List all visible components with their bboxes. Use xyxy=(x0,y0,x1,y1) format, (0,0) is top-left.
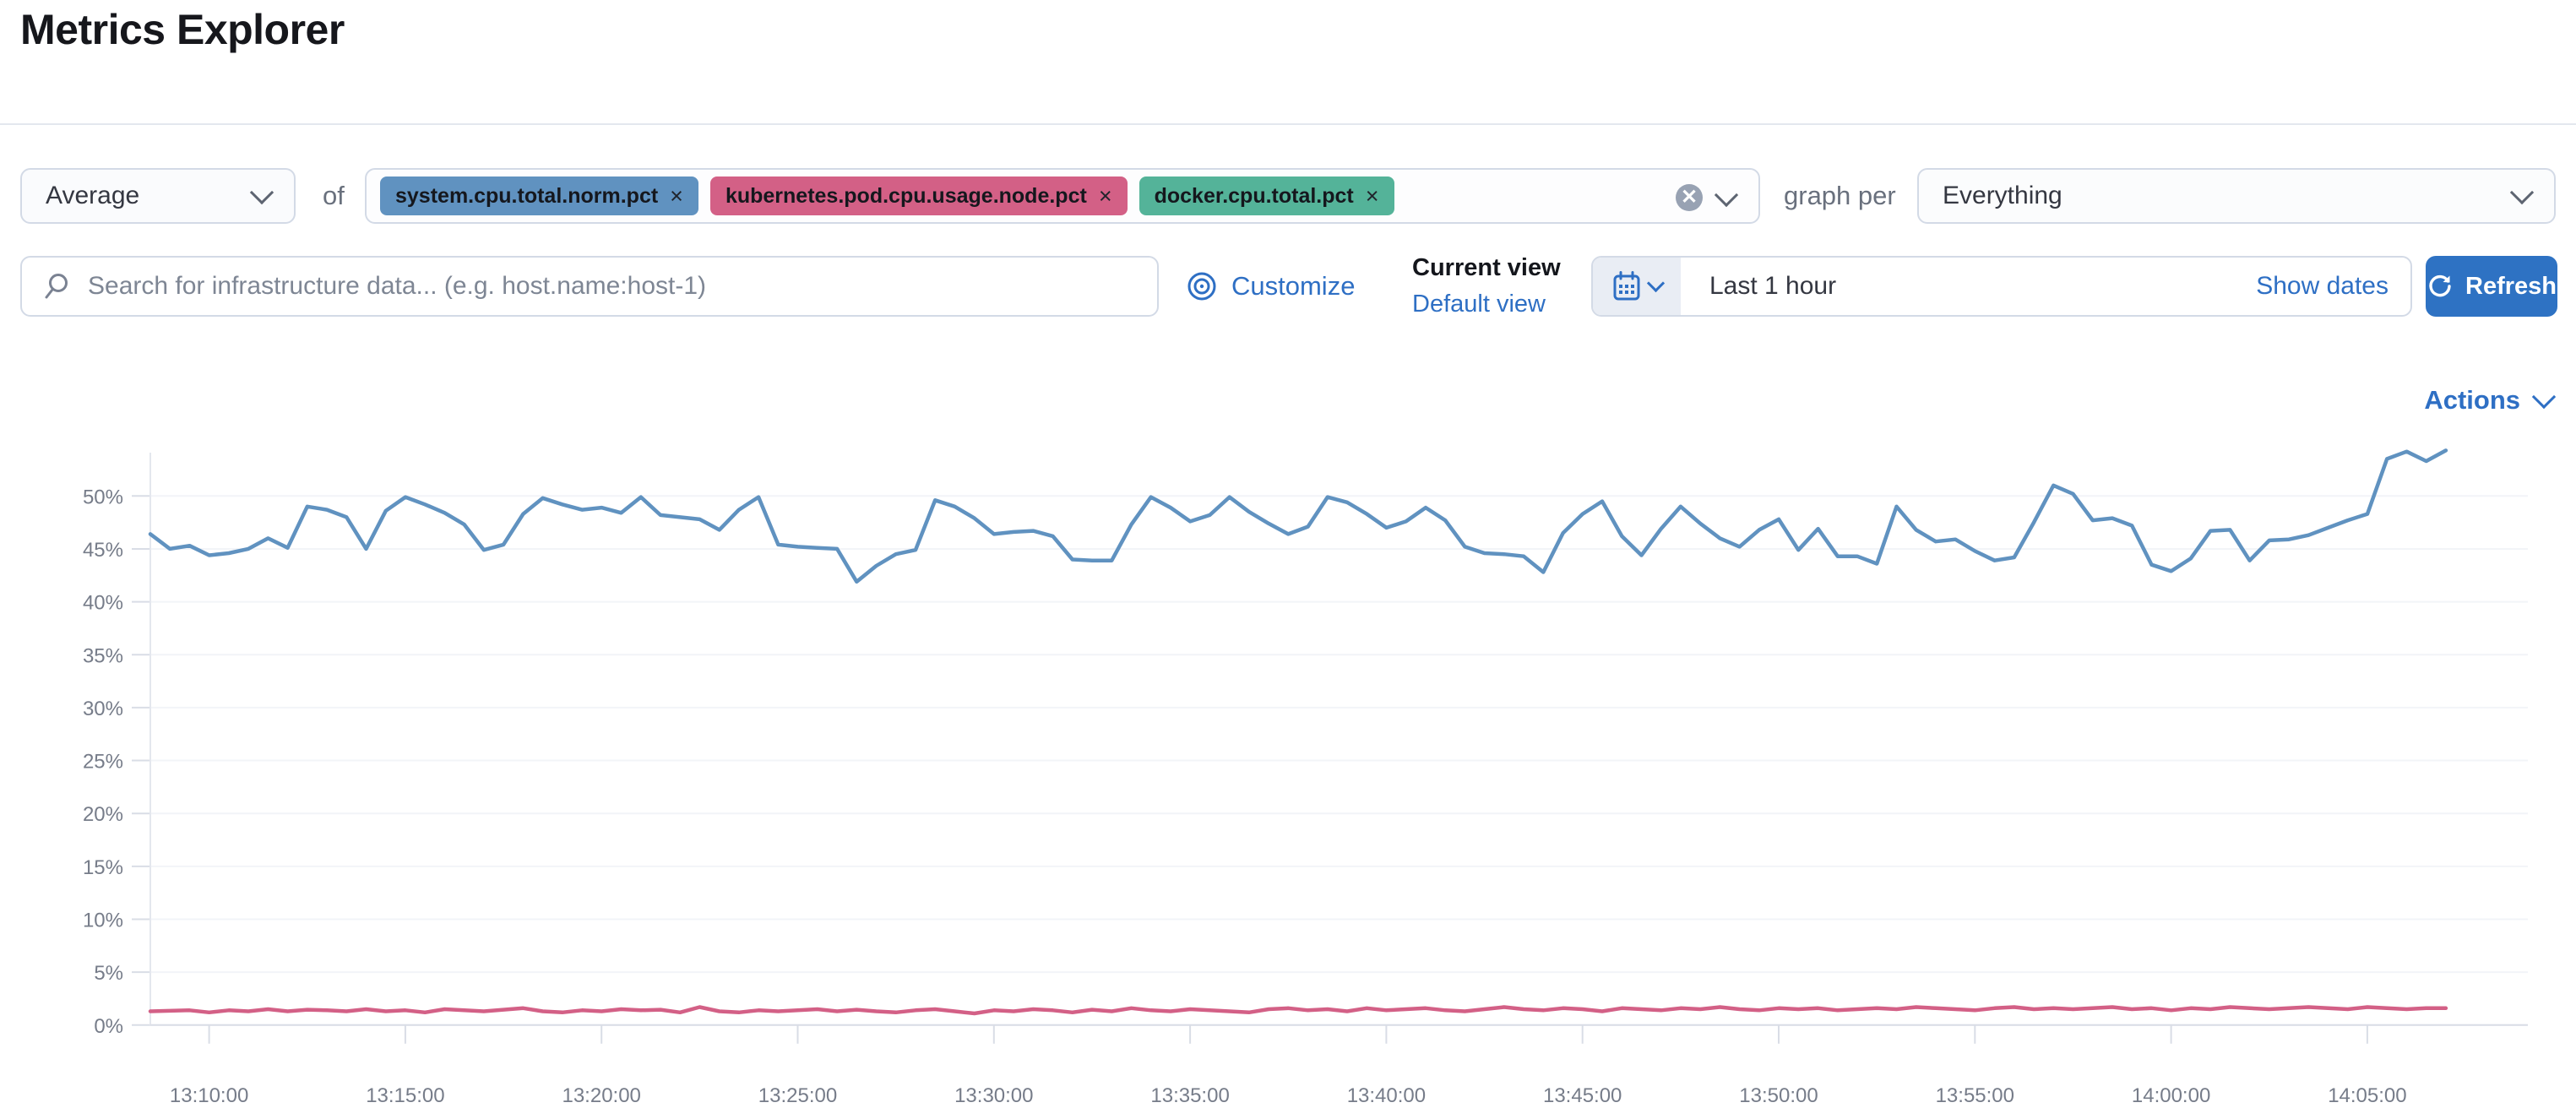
y-tick-label: 40% xyxy=(83,592,123,615)
default-view-link[interactable]: Default view xyxy=(1412,290,1546,318)
y-tick-label: 30% xyxy=(83,698,123,720)
remove-metric-icon[interactable]: × xyxy=(670,182,683,209)
clear-icon: ✕ xyxy=(1676,184,1703,211)
x-tick-label: 13:25:00 xyxy=(758,1084,837,1107)
actions-menu-button[interactable]: Actions xyxy=(2424,384,2557,416)
title-divider xyxy=(0,123,2576,125)
x-tick-label: 13:35:00 xyxy=(1150,1084,1229,1107)
x-tick-label: 14:00:00 xyxy=(2132,1084,2210,1107)
clear-metrics-button[interactable]: ✕ xyxy=(1676,184,1703,211)
y-tick-label: 10% xyxy=(83,910,123,932)
chevron-down-icon xyxy=(2509,180,2535,205)
calendar-icon xyxy=(1613,271,1639,301)
metric-pill-label: system.cpu.total.norm.pct xyxy=(395,183,659,208)
remove-metric-icon[interactable]: × xyxy=(1098,182,1112,209)
x-tick-label: 14:05:00 xyxy=(2328,1084,2406,1107)
time-range-value[interactable]: Last 1 hour xyxy=(1709,272,1837,300)
group-by-value: Everything xyxy=(1943,182,2062,209)
x-tick-label: 13:10:00 xyxy=(170,1084,248,1107)
customize-bullseye-icon xyxy=(1187,272,1216,301)
y-tick-label: 35% xyxy=(83,644,123,667)
metric-pill-label: docker.cpu.total.pct xyxy=(1154,183,1354,208)
y-tick-label: 5% xyxy=(94,962,123,985)
view-controls: Current view Default view xyxy=(1412,253,1581,319)
show-dates-link[interactable]: Show dates xyxy=(2256,272,2389,300)
x-tick-label: 13:55:00 xyxy=(1936,1084,2014,1107)
graph-per-label: graph per xyxy=(1784,181,1896,210)
actions-label: Actions xyxy=(2424,385,2520,415)
metrics-combobox[interactable]: system.cpu.total.norm.pct × kubernetes.pod… xyxy=(365,168,1760,224)
remove-metric-icon[interactable]: × xyxy=(1365,182,1379,209)
search-box xyxy=(20,256,1159,317)
page-title: Metrics Explorer xyxy=(20,6,345,53)
current-view-label: Current view xyxy=(1412,254,1561,281)
customize-label: Customize xyxy=(1231,271,1356,301)
chevron-down-icon xyxy=(2531,384,2557,410)
metric-pill-0[interactable]: system.cpu.total.norm.pct × xyxy=(380,177,698,215)
y-tick-label: 20% xyxy=(83,803,123,826)
of-label: of xyxy=(323,181,345,210)
y-tick-label: 15% xyxy=(83,856,123,879)
refresh-icon xyxy=(2429,274,2451,297)
group-by-select[interactable]: Everything xyxy=(1917,168,2556,224)
metric-pill-2[interactable]: docker.cpu.total.pct × xyxy=(1139,177,1394,215)
refresh-label: Refresh xyxy=(2465,272,2557,300)
x-tick-label: 13:50:00 xyxy=(1739,1084,1818,1107)
chevron-down-icon[interactable] xyxy=(1714,182,1739,208)
quick-select-button[interactable] xyxy=(1593,258,1681,315)
y-tick-label: 50% xyxy=(83,486,123,508)
chevron-down-icon xyxy=(1646,274,1665,292)
y-tick-label: 25% xyxy=(83,751,123,774)
chevron-down-icon xyxy=(249,180,274,205)
aggregation-select[interactable]: Average xyxy=(20,168,296,224)
metric-pill-label: kubernetes.pod.cpu.usage.node.pct xyxy=(725,183,1087,208)
x-tick-label: 13:45:00 xyxy=(1543,1084,1622,1107)
y-tick-label: 0% xyxy=(94,1015,123,1038)
x-tick-label: 13:15:00 xyxy=(366,1084,444,1107)
series-line-0 xyxy=(148,448,2448,584)
x-tick-label: 13:30:00 xyxy=(954,1084,1033,1107)
search-icon xyxy=(45,274,68,299)
metric-pill-1[interactable]: kubernetes.pod.cpu.usage.node.pct × xyxy=(709,177,1128,215)
y-tick-label: 45% xyxy=(83,539,123,562)
customize-button[interactable]: Customize xyxy=(1186,256,1355,317)
aggregation-value: Average xyxy=(46,182,140,209)
metric-pills: system.cpu.total.norm.pct × kubernetes.pod… xyxy=(380,177,1406,215)
x-tick-label: 13:40:00 xyxy=(1347,1084,1426,1107)
series-line-1 xyxy=(148,1005,2448,1016)
search-input[interactable] xyxy=(86,271,1137,301)
refresh-button[interactable]: Refresh xyxy=(2426,256,2557,317)
x-tick-label: 13:20:00 xyxy=(562,1084,640,1107)
date-picker: Last 1 hour Show dates xyxy=(1591,256,2412,317)
